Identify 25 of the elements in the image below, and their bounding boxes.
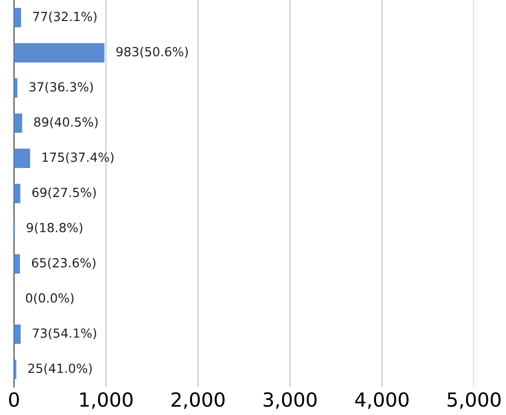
data-label: 65(23.6%): [32, 258, 96, 269]
x-tick-label: 2,000: [172, 392, 225, 409]
bar: [14, 254, 20, 274]
data-label: 89(40.5%): [34, 117, 98, 128]
bar: [14, 324, 21, 344]
x-tick-label: 4,000: [355, 392, 409, 409]
data-label: 0(0.0%): [26, 293, 74, 304]
bar: [14, 113, 22, 133]
data-label: 9(18.8%): [26, 222, 82, 234]
x-tick-label: 1,000: [80, 392, 133, 409]
bar: [14, 184, 20, 204]
x-tick-label: 5,000: [448, 392, 501, 409]
x-tick-label: 0: [9, 392, 19, 407]
x-tick-label: 3,000: [264, 392, 317, 409]
data-label: 25(41.0%): [28, 363, 92, 375]
bar: [14, 148, 30, 168]
bar: [14, 43, 104, 62]
data-label: 77(32.1%): [33, 12, 96, 23]
data-label: 37(36.3%): [29, 82, 93, 94]
data-label: 983(50.6%): [116, 46, 188, 58]
data-label: 175(37.4%): [42, 152, 114, 164]
bar: [14, 8, 22, 28]
bar: [14, 78, 18, 98]
data-label: 69(27.5%): [32, 187, 96, 199]
data-label: 73(54.1%): [32, 328, 96, 340]
